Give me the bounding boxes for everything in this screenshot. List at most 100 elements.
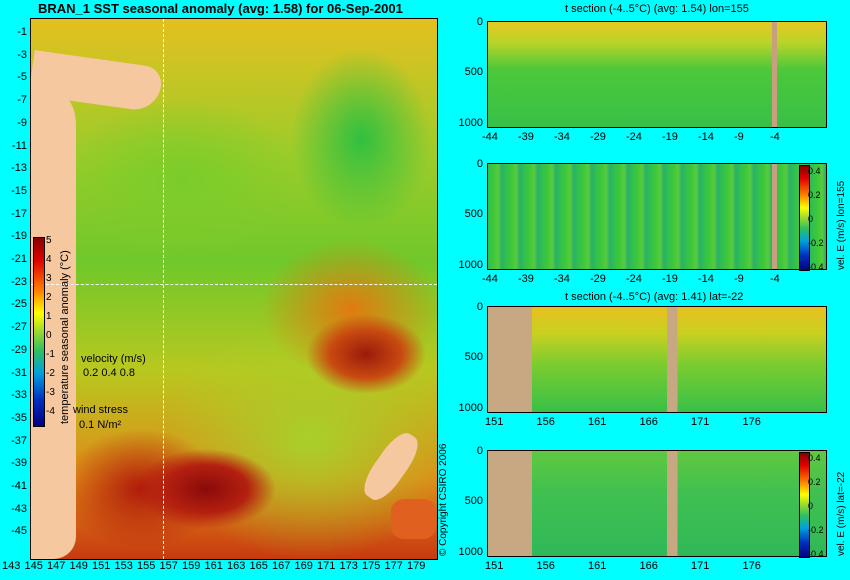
map-x-tick: 147 <box>47 560 66 572</box>
map-y-tick: -3 <box>17 48 27 61</box>
panel-y-tick: 0 <box>476 301 483 313</box>
map-x-tick: 149 <box>69 560 88 572</box>
wind-stress-label: wind stress <box>73 404 129 416</box>
panel-cbar-tick: 0.2 <box>808 190 821 200</box>
panel-y-tick: 500 <box>464 208 483 220</box>
map-y-tick: -33 <box>11 389 27 402</box>
colorbar-tick: -4 <box>46 406 55 417</box>
map-x-tick: 155 <box>137 560 156 572</box>
map-x-tick: 143 <box>2 560 21 572</box>
panel-x-tick: 161 <box>588 560 607 572</box>
map-y-tick: -21 <box>11 253 27 265</box>
map-y-tick: -9 <box>17 116 27 129</box>
panel-y-tick: 500 <box>464 495 483 507</box>
colorbar-tick: 1 <box>46 311 52 322</box>
map-y-tick: -13 <box>11 162 27 175</box>
map-y-tick: -29 <box>11 343 27 356</box>
panel-x-tick: -14 <box>698 131 714 143</box>
panel-x-tick: -44 <box>482 131 498 143</box>
panel-cbar-tick: 0 <box>808 501 814 511</box>
panel-x-tick: 166 <box>639 416 658 428</box>
panel-y-tick: 1000 <box>458 259 483 271</box>
map-x-tick: 153 <box>114 560 133 572</box>
panel-x-tick: -39 <box>518 273 534 285</box>
map-x-tick: 169 <box>294 560 313 572</box>
colorbar-tick: 2 <box>46 292 52 303</box>
panel-x-tick: -34 <box>554 273 570 285</box>
panel-x-tick: -24 <box>626 131 642 143</box>
map-y-tick: -15 <box>11 184 27 197</box>
vel-colorbar-1 <box>799 165 810 271</box>
panel1-title: t section (-4..5°C) (avg: 1.54) lon=155 <box>565 3 749 15</box>
colorbar-tick: -2 <box>46 368 55 379</box>
colorbar-label: temperature seasonal anomaly (°C) <box>59 250 71 424</box>
map-y-tick: -11 <box>11 139 27 152</box>
section-panel-lat22-vel <box>487 450 827 557</box>
map-x-tick: 175 <box>362 560 381 572</box>
vel-colorbar-1-label: vel. E (m/s) lon=155 <box>836 180 847 270</box>
map-y-tick: -41 <box>11 480 27 492</box>
panel-y-tick: 500 <box>464 66 483 78</box>
velocity-label: velocity (m/s) <box>81 353 146 365</box>
colorbar-tick: 4 <box>46 254 52 265</box>
panel-x-tick: 156 <box>536 560 555 572</box>
map-y-tick: -7 <box>17 94 27 107</box>
panel-x-tick: -14 <box>698 273 714 285</box>
velocity-scale: 0.2 0.4 0.8 <box>83 367 135 379</box>
colorbar-tick: -3 <box>46 387 55 398</box>
panel-y-tick: 1000 <box>458 402 483 414</box>
colorbar-tick: 5 <box>46 235 52 246</box>
panel-x-tick: -4 <box>770 273 780 285</box>
panel-x-tick: -39 <box>518 131 534 143</box>
section-panel-lat22-temp <box>487 306 827 413</box>
map-x-tick: 179 <box>407 560 426 572</box>
panel-y-tick: 1000 <box>458 546 483 558</box>
panel-y-tick: 0 <box>476 445 483 457</box>
panel-x-tick: -29 <box>590 131 606 143</box>
map-y-tick: -35 <box>11 411 27 424</box>
map-x-tick: 177 <box>384 560 403 572</box>
panel-x-tick: -24 <box>626 273 642 285</box>
panel-y-tick: 0 <box>476 158 483 170</box>
map-x-tick: 163 <box>227 560 246 572</box>
map-x-tick: 145 <box>24 560 43 572</box>
panel-cbar-tick: 0.2 <box>808 477 821 487</box>
map-y-tick: -19 <box>11 230 27 243</box>
panel-x-tick: 156 <box>536 416 555 428</box>
map-x-tick: 165 <box>249 560 268 572</box>
panel-cbar-tick: -0.2 <box>808 525 824 535</box>
panel-x-tick: 171 <box>691 560 710 572</box>
sst-anomaly-map: 5 4 3 2 1 0 -1 -2 -3 -4 temperature seasonal anom… <box>30 18 438 560</box>
map-y-tick: -17 <box>11 207 27 220</box>
panel3-title: t section (-4..5°C) (avg: 1.41) lat=-22 <box>565 291 744 303</box>
panel-cbar-tick: 0.4 <box>808 166 821 176</box>
panel-x-tick: 176 <box>742 560 761 572</box>
map-x-tick: 167 <box>272 560 291 572</box>
panel-x-tick: -9 <box>734 131 744 143</box>
vel-colorbar-2 <box>799 452 810 558</box>
panel-x-tick: -29 <box>590 273 606 285</box>
panel-x-tick: -34 <box>554 131 570 143</box>
colorbar-tick: 0 <box>46 330 52 341</box>
temperature-colorbar <box>33 237 45 427</box>
panel-x-tick: -9 <box>734 273 744 285</box>
map-y-tick: -39 <box>11 457 27 470</box>
section-panel-lon155-temp <box>487 21 827 128</box>
panel-cbar-tick: -0.4 <box>808 262 824 272</box>
map-y-tick: -1 <box>17 26 27 38</box>
map-x-tick: 171 <box>317 560 336 572</box>
map-x-tick: 157 <box>159 560 178 572</box>
panel-x-tick: -19 <box>662 131 678 143</box>
map-y-tick: -5 <box>17 71 27 84</box>
map-x-tick: 159 <box>182 560 201 572</box>
map-y-tick: -43 <box>11 502 27 515</box>
panel-cbar-tick: 0 <box>808 214 814 224</box>
lat-22-section-line <box>31 284 437 285</box>
wind-stress-scale: 0.1 N/m² <box>79 419 122 431</box>
map-title: BRAN_1 SST seasonal anomaly (avg: 1.58) … <box>38 1 403 16</box>
vel-colorbar-2-label: vel. E (m/s) lat=-22 <box>836 471 847 556</box>
colorbar-tick: 3 <box>46 273 52 284</box>
panel-cbar-tick: -0.4 <box>808 549 824 559</box>
lon-155-section-line <box>163 19 164 559</box>
map-x-tick: 151 <box>92 560 111 572</box>
